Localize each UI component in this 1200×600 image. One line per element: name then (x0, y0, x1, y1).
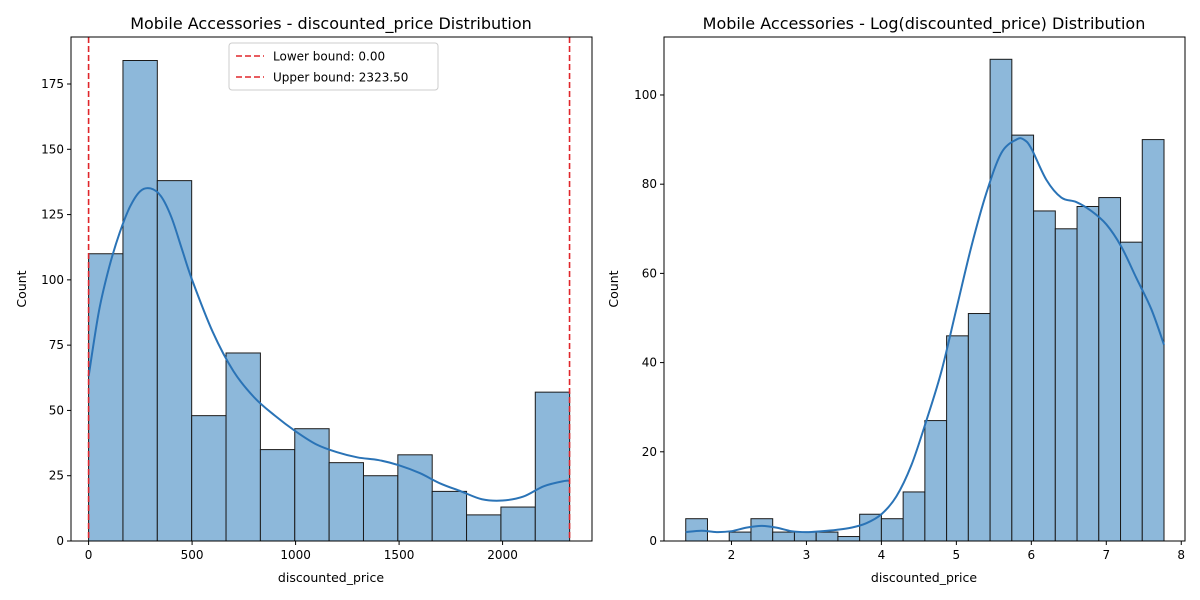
x-tick-label: 0 (85, 548, 93, 562)
histogram-bar (88, 253, 124, 542)
histogram-bar (122, 60, 158, 542)
histogram-bar (397, 454, 433, 542)
histogram-panel-log-price: Mobile Accessories - Log(discounted_pric… (606, 14, 1186, 585)
y-tick-label: 100 (634, 88, 657, 102)
histogram-bar (1054, 228, 1078, 542)
bound-lines-group (87, 37, 571, 541)
y-tick-label: 80 (642, 177, 657, 191)
y-tick-label: 100 (41, 273, 64, 287)
histogram-bar (294, 428, 330, 542)
x-axis-label: discounted_price (871, 570, 977, 585)
y-tick-label: 0 (56, 534, 64, 548)
histogram-bar (967, 313, 991, 542)
x-tick-label: 3 (803, 548, 811, 562)
x-tick-label: 1500 (384, 548, 415, 562)
histogram-bar (225, 352, 261, 542)
y-tick-label: 75 (49, 338, 64, 352)
y-tick-label: 125 (41, 208, 64, 222)
bars-group (88, 60, 571, 542)
histogram-bar (750, 518, 774, 542)
histogram-bar (989, 58, 1013, 542)
histogram-bar (728, 531, 752, 542)
x-tick-label: 5 (953, 548, 961, 562)
histogram-bar (500, 506, 536, 542)
y-tick-label: 40 (642, 356, 657, 370)
histogram-bar (902, 491, 926, 542)
y-tick-label: 60 (642, 266, 657, 280)
x-tick-label: 2 (728, 548, 736, 562)
y-tick-label: 150 (41, 142, 64, 156)
x-tick-label: 6 (1028, 548, 1036, 562)
chart-title: Mobile Accessories - discounted_price Di… (130, 14, 532, 34)
histogram-bar (815, 531, 839, 542)
kde-line (87, 187, 570, 502)
histogram-bar (924, 420, 948, 542)
histogram-bar (431, 490, 468, 542)
y-tick-label: 20 (642, 445, 657, 459)
x-tick-label: 4 (878, 548, 886, 562)
histogram-bar (880, 518, 904, 542)
y-tick-label: 0 (649, 534, 657, 548)
x-axis-label: discounted_price (278, 570, 384, 585)
x-tick-label: 500 (181, 548, 204, 562)
legend-entry-upper: Upper bound: 2323.50 (273, 71, 408, 85)
histogram-bar (534, 391, 571, 542)
x-tick-label: 7 (1102, 548, 1110, 562)
histogram-bar (772, 531, 795, 542)
y-axis-label: Count (606, 270, 621, 307)
histogram-bar (328, 462, 364, 542)
x-tick-label: 1000 (280, 548, 311, 562)
histogram-panel-price: Mobile Accessories - discounted_price Di… (14, 14, 593, 585)
histogram-bar (1076, 205, 1100, 542)
legend-entry-lower: Lower bound: 0.00 (273, 50, 385, 64)
x-tick-label: 2000 (487, 548, 518, 562)
plot-frame (663, 36, 1186, 542)
histogram-bar (1033, 210, 1056, 542)
histogram-bar (685, 518, 708, 542)
histogram-bar (1120, 241, 1143, 542)
histogram-bar (191, 415, 227, 542)
y-axis-label: Count (14, 270, 29, 307)
histogram-bar (156, 180, 193, 542)
histogram-bar (946, 335, 969, 542)
y-tick-label: 25 (49, 469, 64, 483)
legend-box (228, 42, 439, 91)
histogram-bar (466, 514, 502, 542)
histogram-bar (259, 449, 296, 542)
histogram-bar (1141, 139, 1165, 542)
kde-line (685, 137, 1165, 534)
axes-group: 0 500 1000 1500 2000 0 25 50 75 100 125 150 175 (41, 36, 593, 562)
bars-group (685, 58, 1165, 542)
legend: Lower bound: 0.00 Upper bound: 2323.50 (228, 42, 439, 91)
histogram-bar (1011, 134, 1035, 542)
x-tick-label: 8 (1177, 548, 1185, 562)
y-tick-label: 175 (41, 77, 64, 91)
histogram-bar (793, 531, 817, 542)
histogram-bar (837, 536, 861, 542)
chart-title: Mobile Accessories - Log(discounted_pric… (703, 14, 1146, 34)
kde-group (87, 187, 570, 502)
plot-frame (70, 36, 593, 542)
histogram-bar (1098, 197, 1122, 542)
histogram-bar (362, 475, 399, 542)
y-tick-label: 50 (49, 403, 64, 417)
kde-group (685, 137, 1165, 534)
histogram-bar (859, 513, 882, 542)
